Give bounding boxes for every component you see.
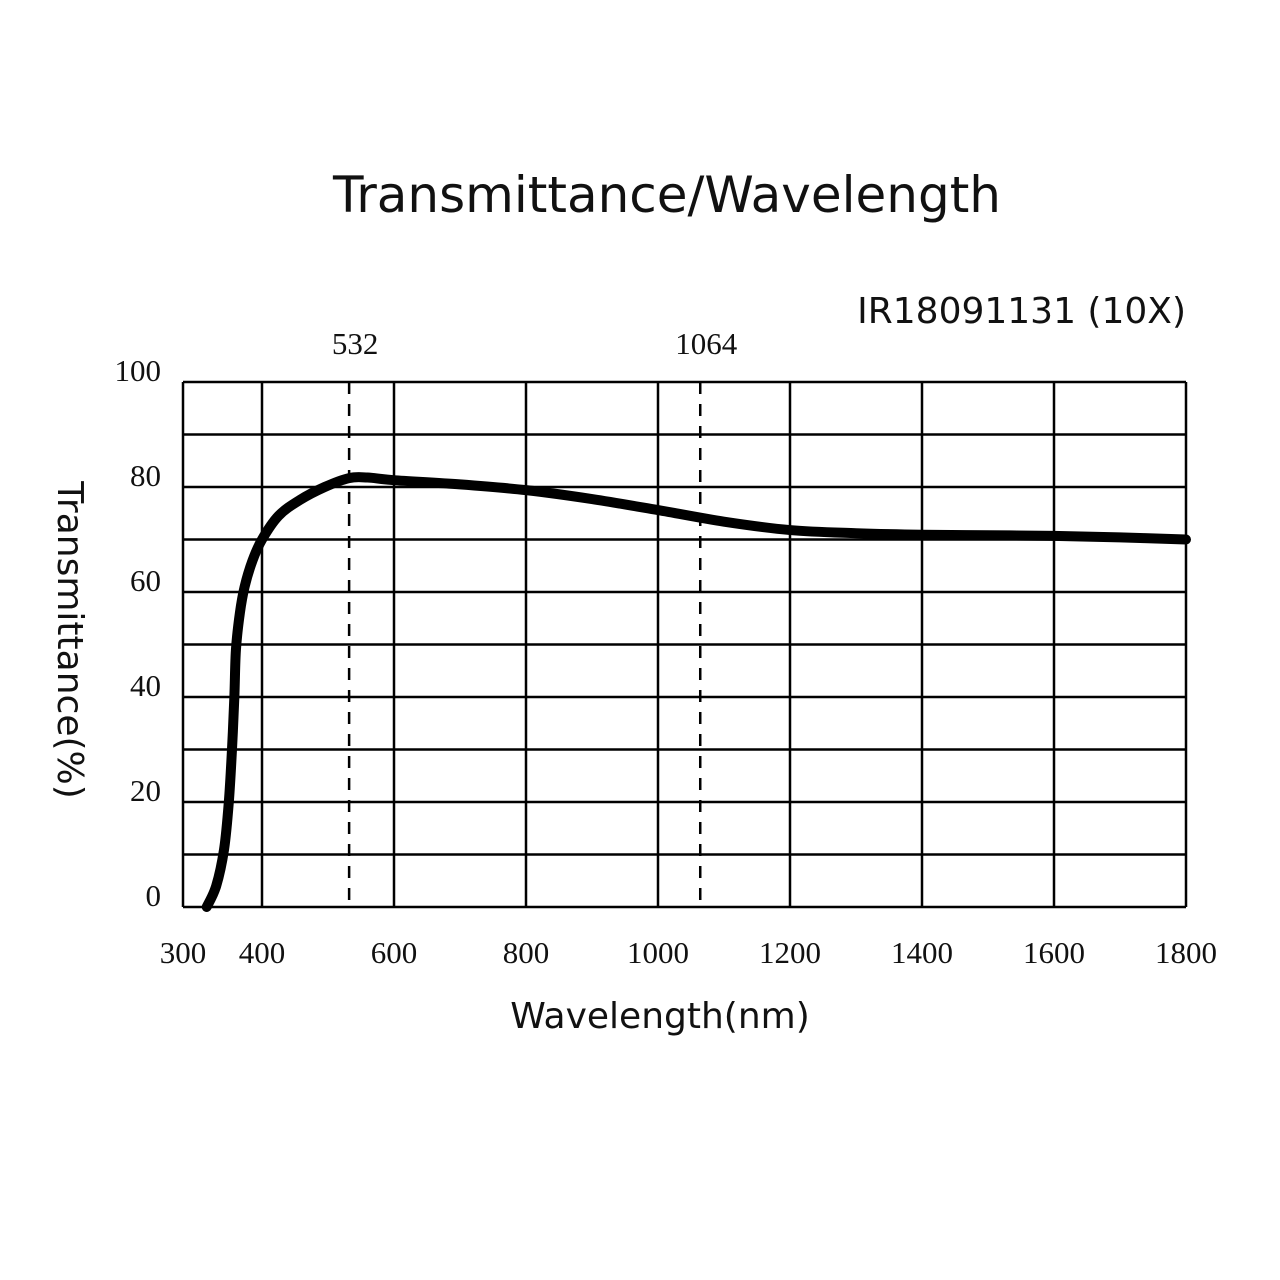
- y-tick-label: 60: [130, 563, 161, 598]
- x-tick-label: 300: [160, 935, 207, 970]
- x-tick-label: 1800: [1155, 935, 1217, 970]
- y-axis-label: Transmittance(%): [49, 480, 90, 799]
- y-tick-label: 20: [130, 773, 161, 808]
- chart-subtitle: IR18091131 (10X): [857, 291, 1186, 332]
- reference-line-label: 1064: [675, 326, 738, 361]
- y-tick-label: 80: [130, 458, 161, 493]
- x-tick-label: 1200: [759, 935, 821, 970]
- reference-lines: 532 1064: [332, 326, 738, 907]
- x-tick-label: 1400: [891, 935, 953, 970]
- x-axis-label: Wavelength(nm): [510, 996, 810, 1037]
- transmittance-curve: [201, 472, 1191, 912]
- y-tick-label: 40: [130, 668, 161, 703]
- x-tick-label: 1600: [1023, 935, 1085, 970]
- y-tick-label: 100: [115, 353, 162, 388]
- x-tick-label: 800: [503, 935, 550, 970]
- y-tick-label: 0: [146, 878, 162, 913]
- y-axis-ticks: 0 20 40 60 80 100: [115, 353, 162, 913]
- x-tick-label: 400: [239, 935, 286, 970]
- grid: [181, 380, 1188, 909]
- reference-line-label: 532: [332, 326, 379, 361]
- x-tick-label: 600: [371, 935, 418, 970]
- x-axis-ticks: 300 400 600 800 1000 1200 1400 1600 1800: [160, 935, 1217, 970]
- series: [201, 472, 1191, 912]
- chart-title: Transmittance/Wavelength: [332, 166, 1001, 224]
- x-tick-label: 1000: [627, 935, 689, 970]
